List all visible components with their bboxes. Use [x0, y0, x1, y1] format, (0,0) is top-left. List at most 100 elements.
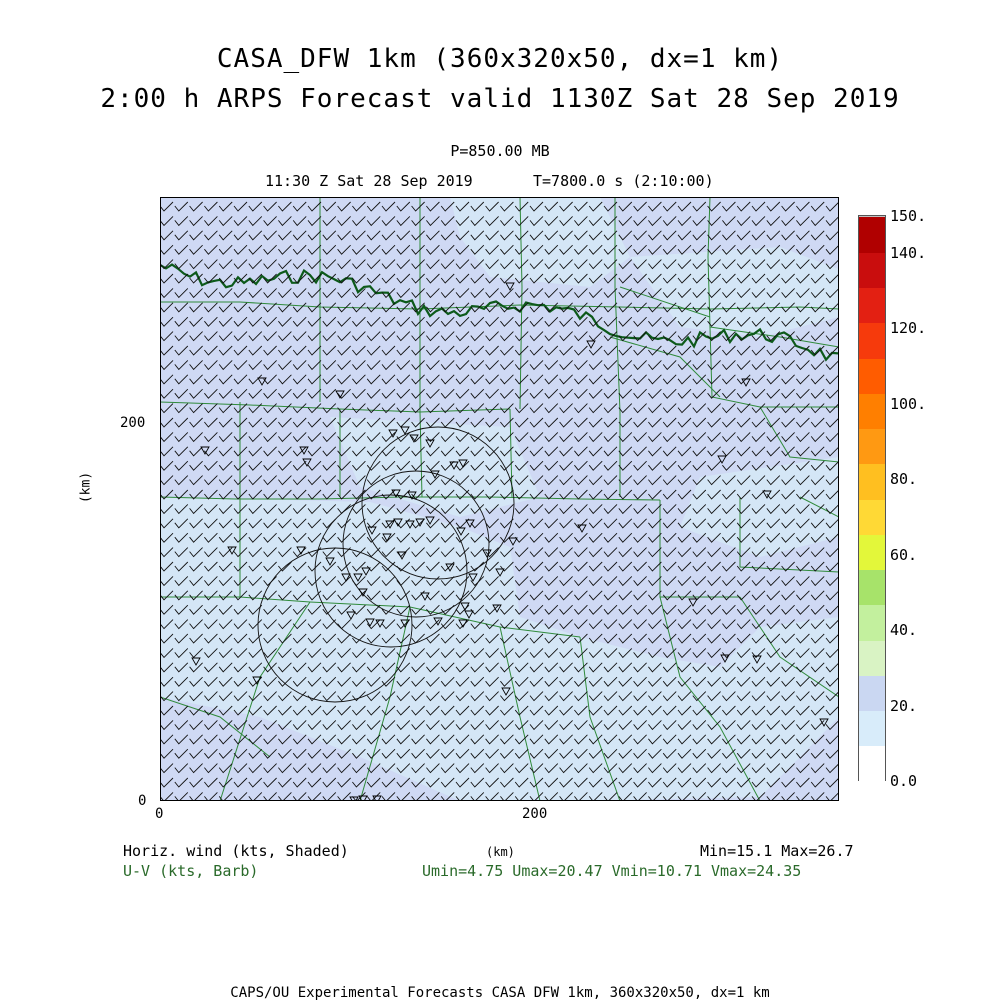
wind-barb: [292, 475, 307, 486]
wind-barb: [677, 705, 692, 716]
shade-high: [680, 457, 839, 557]
wind-barb: [485, 446, 499, 457]
wind-barb: [278, 691, 292, 702]
wind-barb: [618, 676, 633, 687]
county-line: [739, 497, 839, 573]
wind-barb: [248, 705, 263, 716]
wind-barb: [233, 417, 248, 428]
wind-barb: [485, 259, 499, 270]
wind-barb: [485, 720, 499, 731]
wind-barb: [470, 734, 485, 745]
wind-barb: [470, 518, 485, 529]
wind-barb: [337, 460, 351, 471]
wind-barb: [618, 734, 633, 745]
wind-barb: [529, 633, 544, 644]
wind-barb: [485, 633, 499, 644]
wind-barb: [796, 201, 810, 212]
wind-barb: [781, 446, 795, 457]
wind-barb: [263, 460, 277, 471]
wind-barb: [648, 417, 662, 428]
wind-barb: [366, 777, 381, 788]
wind-barb: [588, 316, 603, 327]
wind-barb: [352, 648, 366, 659]
wind-barb: [707, 648, 721, 659]
wind-barb: [189, 432, 203, 443]
wind-barb: [322, 619, 337, 630]
wind-barb: [648, 201, 662, 212]
wind-barb: [796, 748, 810, 759]
wind-barb: [292, 360, 307, 371]
wind-barb: [455, 432, 470, 443]
wind-barb: [381, 604, 396, 615]
wind-barb: [411, 216, 425, 227]
wind-barb: [174, 777, 189, 788]
wind-barb: [707, 547, 721, 558]
wind-barb: [337, 633, 351, 644]
wind-barb: [485, 273, 499, 284]
wind-barb: [292, 648, 307, 659]
station-marker: [385, 520, 395, 529]
wind-barb: [470, 633, 485, 644]
wind-barb: [396, 777, 411, 788]
wind-barb: [722, 561, 736, 572]
wind-barb: [366, 720, 381, 731]
wind-barb: [810, 360, 825, 371]
wind-barb: [500, 547, 514, 558]
wind-barb: [218, 460, 233, 471]
wind-barb: [396, 734, 411, 745]
wind-barb: [470, 777, 485, 788]
wind-barb: [352, 288, 366, 299]
wind-barb: [529, 489, 544, 500]
wind-barb: [248, 518, 263, 529]
barb-legend: U-V (kts, Barb): [123, 862, 259, 880]
wind-barb: [796, 763, 810, 774]
wind-barb: [292, 734, 307, 745]
wind-barb: [618, 633, 633, 644]
wind-barb: [189, 648, 203, 659]
wind-barb: [248, 388, 263, 399]
wind-barb: [440, 360, 455, 371]
wind-barb: [322, 388, 337, 399]
wind-barb: [766, 748, 781, 759]
wind-barb: [648, 316, 662, 327]
wind-barb: [366, 288, 381, 299]
wind-barb: [825, 288, 839, 299]
wind-barb: [618, 460, 633, 471]
wind-barb: [307, 734, 322, 745]
wind-barb: [263, 576, 277, 587]
wind-barb: [766, 345, 781, 356]
wind-barb: [292, 432, 307, 443]
colorbar-label: 0.0: [890, 772, 918, 790]
wind-barb: [233, 244, 248, 255]
wind-barb: [781, 216, 795, 227]
wind-barb: [218, 504, 233, 515]
wind-barb: [633, 259, 647, 270]
wind-barb: [692, 504, 707, 515]
wind-barb: [174, 331, 189, 342]
station-marker: [425, 516, 435, 525]
wind-barb: [544, 230, 559, 241]
colorbar-label: 40.: [890, 621, 918, 639]
station-marker: [191, 657, 201, 666]
wind-barb: [707, 417, 721, 428]
wind-barb: [588, 777, 603, 788]
wind-barb: [662, 259, 677, 270]
wind-barb: [160, 273, 174, 284]
wind-barb: [825, 244, 839, 255]
wind-barb: [337, 734, 351, 745]
wind-barb: [736, 446, 751, 457]
wind-barb: [263, 792, 277, 801]
wind-barb: [455, 417, 470, 428]
wind-barb: [736, 734, 751, 745]
wind-barb: [160, 748, 174, 759]
wind-barb: [396, 302, 411, 313]
wind-barb: [677, 316, 692, 327]
wind-barb: [766, 518, 781, 529]
wind-barb: [796, 403, 810, 414]
wind-barb: [189, 777, 203, 788]
wind-barb: [736, 662, 751, 673]
wind-barb: [455, 648, 470, 659]
wind-barb: [440, 504, 455, 515]
wind-barb: [352, 374, 366, 385]
wind-barb: [263, 201, 277, 212]
